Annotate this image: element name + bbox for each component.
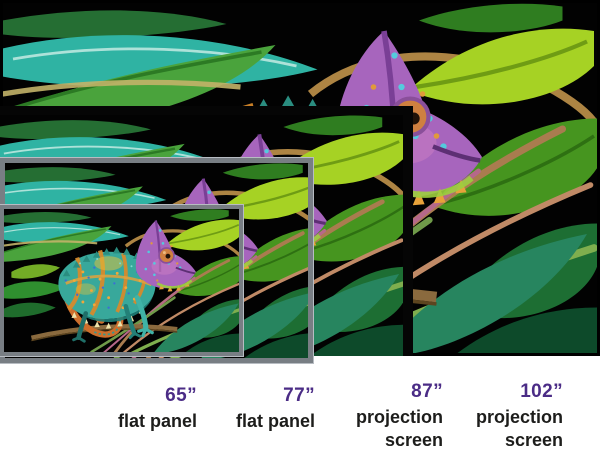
label-102-type: projection screen xyxy=(475,407,563,450)
label-77-size: 77” xyxy=(283,385,315,406)
label-65-type: flat panel xyxy=(117,411,197,431)
label-102-size: 102” xyxy=(520,381,563,402)
screen-65-flat-panel xyxy=(0,205,243,356)
label-87-projection-screen: 87” projection screen xyxy=(343,381,443,452)
label-65-flat-panel: 65” flat panel xyxy=(87,385,197,433)
chameleon-photo xyxy=(4,209,239,352)
label-87-size: 87” xyxy=(411,381,443,402)
label-87-type: projection screen xyxy=(355,407,443,450)
label-77-flat-panel: 77” flat panel xyxy=(205,385,315,433)
label-65-size: 65” xyxy=(165,385,197,406)
label-77-type: flat panel xyxy=(235,411,315,431)
label-102-projection-screen: 102” projection screen xyxy=(463,381,563,452)
